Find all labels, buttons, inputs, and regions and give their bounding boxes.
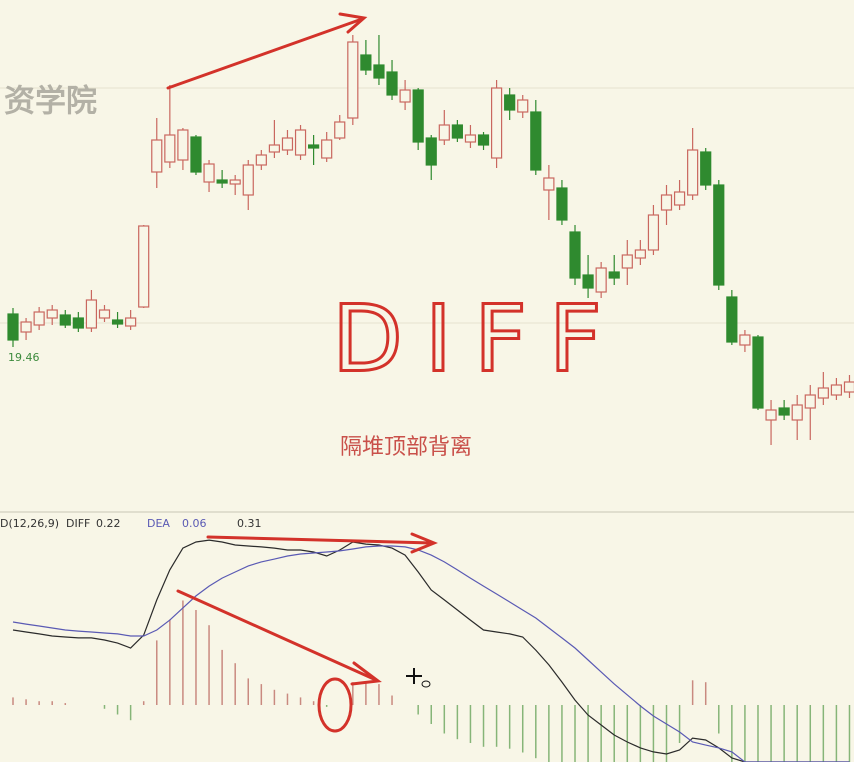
low-label: 19.46 — [8, 351, 40, 364]
candle-body — [543, 177, 555, 191]
candle-body — [660, 194, 673, 211]
candle-body — [608, 271, 620, 279]
line-series — [12, 545, 850, 762]
candle-body — [582, 274, 594, 289]
handwritten-annotation: DIFF — [332, 285, 624, 392]
candle-body — [216, 179, 228, 184]
arrow — [206, 535, 434, 545]
circle — [317, 677, 353, 733]
candle-body — [778, 407, 790, 416]
candle-body — [46, 309, 58, 319]
candle-body — [438, 124, 450, 141]
candle-body — [98, 309, 111, 319]
legend-value: 0.06 — [182, 517, 207, 530]
candle-body — [504, 94, 516, 111]
candle-body — [151, 139, 163, 173]
candle-body — [569, 231, 581, 279]
cursor — [406, 668, 431, 688]
candle-body — [490, 87, 503, 159]
candle-body — [477, 134, 490, 146]
candle-body — [752, 336, 764, 409]
candle-body — [347, 41, 359, 119]
legend-label: DIFF — [66, 517, 90, 530]
candle-body — [72, 317, 84, 329]
candle-body — [530, 111, 542, 171]
candle-body — [85, 299, 98, 329]
candle-body — [739, 334, 751, 346]
candle-body — [595, 267, 607, 293]
candle-body — [687, 149, 699, 196]
candle-body — [726, 296, 738, 343]
arrow — [176, 589, 378, 682]
candle-body — [399, 89, 411, 103]
candle-body — [817, 387, 829, 399]
candle-body — [464, 134, 477, 143]
candle-body — [308, 144, 320, 149]
candle-body — [20, 321, 32, 333]
candle-body — [700, 151, 712, 186]
candle-body — [517, 99, 529, 113]
arrow — [166, 17, 364, 90]
line-series — [12, 539, 850, 762]
candle-body — [791, 404, 803, 421]
annotation: 隔堆顶部背离 — [340, 435, 472, 460]
candle-body — [804, 394, 816, 409]
candle-body — [634, 249, 646, 259]
candle-body — [386, 71, 398, 96]
candle-body — [321, 139, 333, 159]
candle-body — [451, 124, 463, 139]
arrow-head — [410, 532, 438, 554]
legend-value: 0.31 — [237, 517, 262, 530]
price-panel — [7, 35, 854, 445]
candle-body — [621, 254, 633, 269]
candle-body — [190, 136, 202, 173]
candle-body — [268, 144, 280, 153]
legend-label: DEA — [147, 517, 170, 530]
candle-body — [360, 54, 372, 71]
candle-body — [373, 64, 385, 79]
candle-body — [713, 184, 725, 286]
candle-body — [556, 187, 568, 221]
indicator-title: D(12,26,9) — [0, 517, 59, 530]
candle-body — [59, 314, 71, 326]
legend-value: 0.22 — [96, 517, 121, 530]
candle-body — [164, 134, 176, 163]
candle-body — [125, 317, 137, 327]
candle-body — [281, 137, 294, 151]
candle-body — [229, 179, 241, 185]
arrow-head — [338, 12, 368, 34]
candle-body — [255, 154, 267, 166]
candle-body — [242, 164, 254, 196]
candle-body — [294, 129, 307, 156]
candle-body — [177, 129, 189, 161]
candle-body — [830, 384, 843, 396]
macd-panel — [12, 539, 851, 762]
candle-body — [425, 137, 437, 166]
candle-body — [765, 409, 777, 421]
candle-body — [843, 381, 854, 393]
candle-body — [33, 311, 45, 326]
candle-body — [7, 313, 19, 341]
candle-body — [203, 163, 215, 183]
candle-body — [673, 191, 686, 206]
cursor-dot — [421, 680, 431, 688]
watermark: 资学院 — [4, 84, 97, 120]
candle-body — [647, 214, 660, 251]
candle-body — [334, 121, 346, 139]
annotations — [166, 12, 438, 733]
candle-body — [412, 89, 424, 143]
arrow-head — [350, 661, 382, 686]
candle-body — [138, 225, 150, 308]
candle-body — [111, 319, 124, 325]
